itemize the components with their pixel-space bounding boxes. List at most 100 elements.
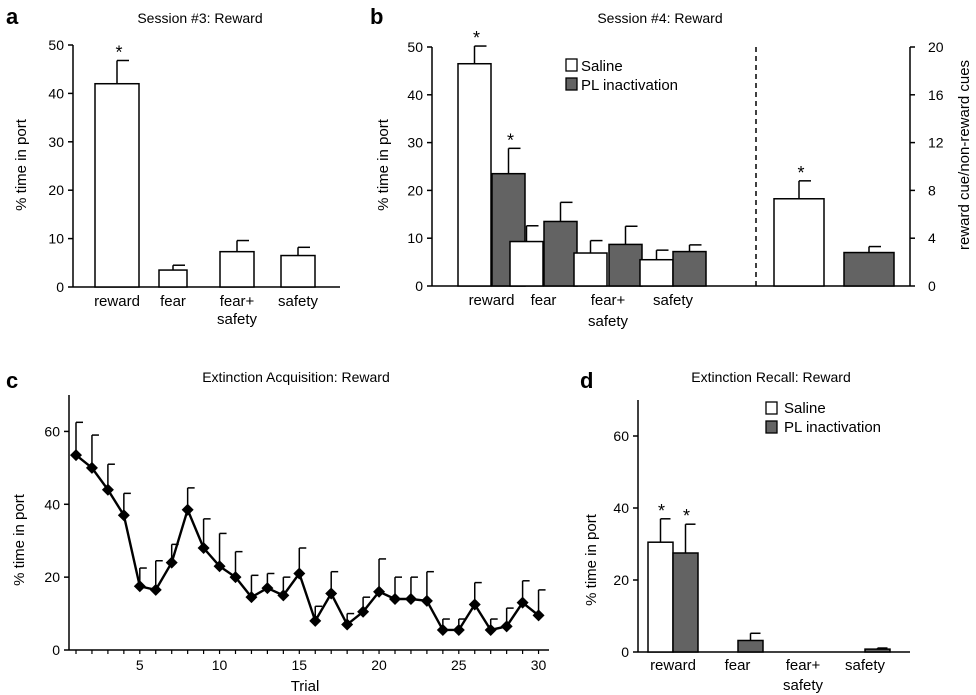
d-category-label: safety [845, 657, 886, 674]
b-bar-pl [672, 250, 707, 287]
b-ratio-bar-pl [843, 251, 895, 287]
c-data-point [261, 582, 274, 595]
d-ytick-label: 20 [613, 572, 629, 588]
a-bar [280, 254, 316, 288]
panel-letter-c: c [6, 368, 18, 393]
c-data-point [165, 556, 178, 569]
d-ytick-label: 40 [613, 500, 629, 516]
c-ytick-label: 0 [52, 642, 60, 658]
c-data-point [245, 591, 258, 604]
a-ytick-label: 20 [48, 182, 64, 198]
a-category-label: reward [94, 293, 140, 310]
b-ytick-label: 0 [415, 278, 423, 294]
c-data-point [309, 614, 322, 627]
a-ytick-label: 30 [48, 134, 64, 150]
a-star: * [115, 42, 122, 62]
c-xtick-label: 30 [531, 657, 547, 673]
a-bar [158, 269, 188, 288]
b-category-label: fear+ safety [588, 292, 629, 330]
a-ytick-label: 40 [48, 85, 64, 101]
c-data-point [197, 542, 210, 554]
d-star: * [683, 506, 690, 526]
legend-b-label-saline: Saline [581, 58, 623, 75]
b-bar-saline [509, 240, 544, 287]
b-ytick-label: 40 [407, 87, 423, 103]
legend-d-swatch-pl [765, 420, 778, 434]
a-ytick-label: 10 [48, 231, 64, 247]
c-xtick-label: 25 [451, 657, 467, 673]
b-ytick-label: 30 [407, 135, 423, 151]
title-d: Extinction Recall: Reward [691, 369, 851, 385]
a-category-label: fear [160, 293, 186, 310]
c-data-point [484, 623, 497, 636]
c-ytick-label: 20 [44, 569, 60, 585]
c-data-point [229, 571, 242, 584]
c-data-point [85, 461, 98, 474]
b-right-ytick-label: 4 [928, 230, 936, 246]
c-data-point [213, 560, 226, 573]
title-a: Session #3: Reward [137, 10, 262, 26]
b-ytick-label: 20 [407, 182, 423, 198]
c-xtick-label: 20 [371, 657, 387, 673]
b-bar-saline [457, 62, 492, 287]
title-c: Extinction Acquisition: Reward [202, 369, 390, 385]
c-data-point [452, 623, 465, 636]
b-right-ytick-label: 16 [928, 87, 944, 103]
d-bar-pl [864, 648, 891, 653]
d-ytick-label: 60 [613, 428, 629, 444]
b-right-ytick-label: 8 [928, 182, 936, 198]
c-data-point [181, 503, 194, 516]
b-category-label: fear [531, 292, 557, 309]
b-ratio-star: * [797, 163, 804, 183]
c-data-point [341, 618, 354, 631]
c-data-point [516, 596, 529, 609]
legend-d-label-pl: PL inactivation [784, 419, 881, 436]
a-bar [94, 82, 140, 288]
legend-b-swatch-saline [565, 58, 578, 72]
legend-d-label-saline: Saline [784, 400, 826, 417]
a-ytick-label: 50 [48, 37, 64, 53]
b-bar-saline [639, 258, 674, 287]
a-ytick-label: 0 [56, 279, 64, 295]
ylabel-c: % time in port [11, 493, 28, 586]
b-star: * [473, 28, 480, 48]
c-data-point [277, 589, 290, 602]
a-category-label: safety [278, 293, 319, 310]
legend-d: Saline PL inactivation [765, 400, 881, 436]
c-data-point [133, 580, 146, 593]
c-data-point [70, 449, 82, 462]
c-data-point [149, 583, 162, 596]
d-bar-saline [647, 541, 674, 653]
b-ytick-label: 50 [407, 39, 423, 55]
panel-letter-b: b [370, 4, 383, 29]
b-ratio-bar-saline [773, 198, 825, 287]
b-ytick-label: 10 [407, 230, 423, 246]
c-data-point [117, 509, 130, 522]
b-star: * [507, 130, 514, 150]
ylabel-d: % time in port [583, 513, 600, 606]
c-data-point [373, 585, 386, 598]
c-data-point [389, 593, 401, 605]
c-xtick-label: 5 [136, 657, 144, 673]
d-category-label: reward [650, 657, 696, 674]
a-category-label: fear+ safety [217, 293, 258, 328]
b-category-label: safety [653, 292, 694, 309]
xlabel-c: Trial [291, 678, 320, 695]
c-data-point [468, 598, 481, 611]
c-data-point [357, 605, 370, 618]
b-bar-pl [608, 243, 643, 287]
d-star: * [658, 501, 665, 521]
ylabel-b-right: reward cue/non-reward cues [956, 60, 973, 250]
panel-letter-d: d [580, 368, 593, 393]
b-right-ytick-label: 0 [928, 278, 936, 294]
d-ytick-label: 0 [621, 644, 629, 660]
legend-b: Saline PL inactivation [565, 58, 678, 94]
title-b: Session #4: Reward [597, 10, 722, 26]
b-right-ytick-label: 20 [928, 39, 944, 55]
d-category-label: fear [725, 657, 751, 674]
c-data-point [500, 620, 513, 633]
c-data-point [293, 567, 306, 580]
panel-letter-a: a [6, 4, 19, 29]
